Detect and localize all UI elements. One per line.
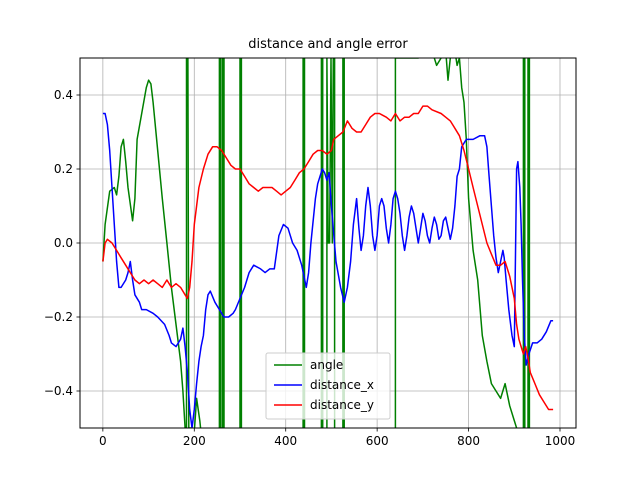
chart-title: distance and angle error (248, 37, 408, 52)
legend: angle distance_x distance_y (265, 352, 391, 420)
legend-label: distance_x (310, 378, 374, 392)
y-tick-label: 0.0 (54, 236, 73, 250)
y-tick-label: 0.2 (54, 162, 73, 176)
legend-label: distance_y (310, 398, 374, 412)
x-tick-label: 400 (274, 434, 297, 448)
x-tick-label: 800 (457, 434, 480, 448)
series-line-distance-x (102, 112, 554, 428)
series-line-angle (102, 58, 531, 428)
x-tick-label: 600 (366, 434, 389, 448)
x-tick-label: 0 (99, 434, 107, 448)
x-tick-label: 200 (183, 434, 206, 448)
y-tick-label: −0.4 (44, 384, 73, 398)
y-tick-label: 0.4 (54, 88, 73, 102)
y-tick-label: −0.2 (44, 310, 73, 324)
series-layer (102, 58, 554, 428)
legend-box (265, 352, 391, 420)
legend-label: angle (310, 358, 343, 372)
x-tick-label: 1000 (545, 434, 576, 448)
y-axis: −0.4 −0.2 0.0 0.2 0.4 (44, 88, 80, 398)
x-axis: 0 200 400 600 800 1000 (99, 428, 575, 448)
series-line-distance-y (102, 105, 554, 411)
